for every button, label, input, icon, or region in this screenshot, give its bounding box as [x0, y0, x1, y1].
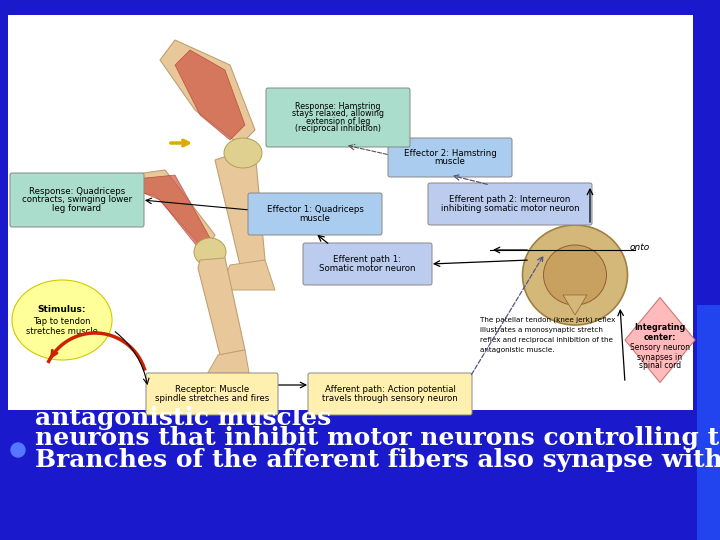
- Text: Response: Quadriceps: Response: Quadriceps: [29, 187, 125, 197]
- Text: (reciprocal inhibition): (reciprocal inhibition): [295, 124, 381, 133]
- Text: neurons that inhibit motor neurons controlling the: neurons that inhibit motor neurons contr…: [35, 426, 720, 450]
- FancyBboxPatch shape: [303, 243, 432, 285]
- Text: Efferent path 1:: Efferent path 1:: [333, 255, 402, 265]
- Text: The patellar tendon (knee jerk) reflex: The patellar tendon (knee jerk) reflex: [480, 317, 616, 323]
- Ellipse shape: [544, 245, 606, 305]
- Text: stays relaxed, allowing: stays relaxed, allowing: [292, 109, 384, 118]
- Text: Somatic motor neuron: Somatic motor neuron: [319, 264, 415, 273]
- Polygon shape: [625, 298, 695, 382]
- Text: Stimulus:: Stimulus:: [37, 306, 86, 314]
- FancyBboxPatch shape: [8, 15, 693, 410]
- Text: illustrates a monosynaptic stretch: illustrates a monosynaptic stretch: [480, 327, 603, 333]
- Text: muscle: muscle: [300, 213, 330, 222]
- Polygon shape: [198, 258, 245, 355]
- Text: reflex and reciprocal inhibition of the: reflex and reciprocal inhibition of the: [480, 337, 613, 343]
- Text: antagonistic muscle.: antagonistic muscle.: [480, 347, 554, 353]
- Polygon shape: [175, 50, 245, 140]
- Ellipse shape: [523, 225, 628, 325]
- Polygon shape: [205, 350, 250, 378]
- Text: travels through sensory neuron: travels through sensory neuron: [322, 394, 458, 402]
- Polygon shape: [220, 260, 275, 290]
- Text: Effector 2: Hamstring: Effector 2: Hamstring: [404, 149, 496, 158]
- Text: leg forward: leg forward: [53, 204, 102, 213]
- Polygon shape: [132, 175, 210, 250]
- Text: antagonistic muscles: antagonistic muscles: [35, 406, 331, 430]
- FancyBboxPatch shape: [10, 173, 144, 227]
- Ellipse shape: [12, 280, 112, 360]
- Text: Receptor: Muscle: Receptor: Muscle: [175, 386, 249, 394]
- FancyBboxPatch shape: [266, 88, 410, 147]
- FancyBboxPatch shape: [428, 183, 592, 225]
- Text: synapses in: synapses in: [637, 353, 683, 361]
- FancyBboxPatch shape: [697, 305, 720, 540]
- Polygon shape: [215, 150, 265, 265]
- Text: onto: onto: [630, 244, 650, 253]
- Text: contracts, swinging lower: contracts, swinging lower: [22, 195, 132, 205]
- Ellipse shape: [224, 138, 262, 168]
- Text: spindle stretches and fires: spindle stretches and fires: [155, 394, 269, 402]
- FancyBboxPatch shape: [0, 410, 697, 540]
- Text: Branches of the afferent fibers also synapse with inter-: Branches of the afferent fibers also syn…: [35, 448, 720, 472]
- Text: center:: center:: [644, 334, 676, 342]
- Text: Response: Hamstring: Response: Hamstring: [295, 102, 381, 111]
- Polygon shape: [160, 40, 255, 145]
- Polygon shape: [120, 170, 215, 250]
- Text: stretches muscle: stretches muscle: [26, 327, 98, 336]
- Text: muscle: muscle: [435, 157, 465, 166]
- FancyBboxPatch shape: [146, 373, 278, 415]
- FancyBboxPatch shape: [388, 138, 512, 177]
- Text: Tap to tendon: Tap to tendon: [33, 318, 91, 327]
- Polygon shape: [563, 295, 587, 315]
- Text: Afferent path: Action potential: Afferent path: Action potential: [325, 386, 456, 394]
- Text: Effector 1: Quadriceps: Effector 1: Quadriceps: [266, 206, 364, 214]
- Text: spinal cord: spinal cord: [639, 361, 681, 370]
- FancyBboxPatch shape: [248, 193, 382, 235]
- Circle shape: [11, 443, 25, 457]
- Text: Efferent path 2: Interneuron: Efferent path 2: Interneuron: [449, 195, 571, 205]
- Text: Integrating: Integrating: [634, 323, 685, 333]
- Text: extension of leg: extension of leg: [306, 117, 370, 126]
- Ellipse shape: [194, 238, 226, 266]
- Text: inhibiting somatic motor neuron: inhibiting somatic motor neuron: [441, 204, 580, 213]
- FancyBboxPatch shape: [308, 373, 472, 415]
- Text: Sensory neuron: Sensory neuron: [630, 343, 690, 353]
